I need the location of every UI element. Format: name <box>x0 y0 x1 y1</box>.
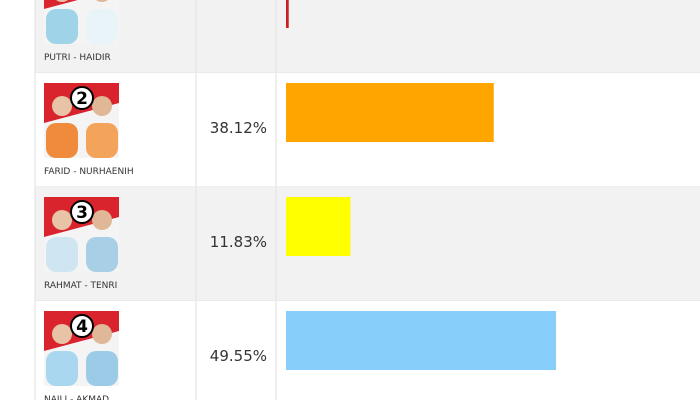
candidate-name: NAILI - AKMAD <box>44 395 109 400</box>
percent-label: 49.55% <box>210 347 267 365</box>
head <box>52 210 72 230</box>
candidate-name: PUTRI - HAIDIR <box>44 53 111 63</box>
badge-circle <box>70 86 94 110</box>
head <box>92 210 112 230</box>
head <box>52 324 72 344</box>
candidate-number: 3 <box>76 203 88 223</box>
body <box>46 351 78 386</box>
candidate-photo <box>44 0 119 44</box>
candidate-number: 2 <box>76 89 88 109</box>
candidate-name: FARID - NURHAENIH <box>44 167 134 177</box>
body <box>86 9 118 44</box>
body <box>86 237 118 272</box>
body <box>46 9 78 44</box>
badge-circle <box>70 200 94 224</box>
head <box>92 324 112 344</box>
body <box>46 123 78 158</box>
percent-label: 38.12% <box>210 119 267 137</box>
body <box>86 351 118 386</box>
bar <box>286 311 557 370</box>
body <box>86 123 118 158</box>
head <box>96 0 108 2</box>
candidate-photo: 3 <box>44 197 119 272</box>
candidate-photo: 2 <box>44 83 119 158</box>
candidate-name: RAHMAT - TENRI <box>44 281 117 291</box>
head <box>56 0 68 2</box>
bar <box>286 0 289 28</box>
row-bg <box>35 187 700 301</box>
percent-label: 11.83% <box>210 233 267 251</box>
bar <box>286 197 351 256</box>
head <box>52 96 72 116</box>
badge-circle <box>70 314 94 338</box>
bar <box>286 83 494 142</box>
candidate-number: 4 <box>76 317 88 337</box>
candidate-photo: 4 <box>44 311 119 386</box>
head <box>92 96 112 116</box>
body <box>46 237 78 272</box>
row-bg <box>35 0 700 73</box>
